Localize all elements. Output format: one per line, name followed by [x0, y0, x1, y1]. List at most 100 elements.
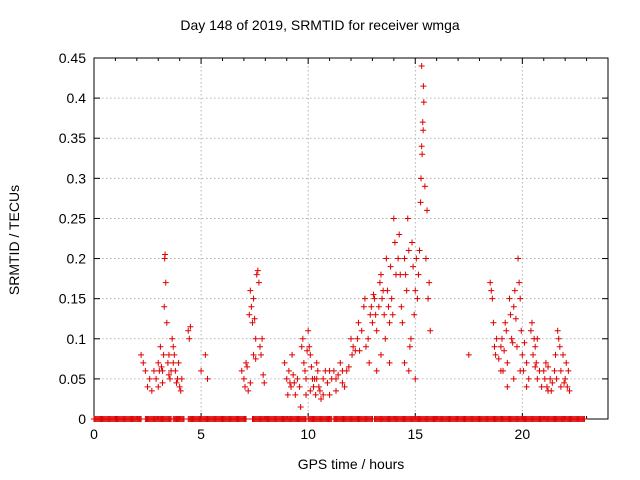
data-point	[170, 359, 177, 366]
data-point	[396, 231, 403, 238]
data-point	[401, 255, 408, 262]
data-point	[375, 303, 382, 310]
data-point	[318, 395, 325, 402]
data-point	[518, 327, 525, 334]
data-point	[407, 335, 414, 342]
data-point	[146, 375, 153, 382]
y-axis: 0 0.05 0.1 0.15 0.2 0.25 0.3 0.35 0.4 0.45	[59, 50, 608, 427]
x-axis-label: GPS time / hours	[297, 456, 405, 472]
data-point	[308, 363, 315, 370]
data-point	[406, 343, 413, 350]
data-point	[417, 199, 424, 206]
data-point	[240, 375, 247, 382]
data-point	[557, 383, 564, 390]
y-tick-label: 0.4	[67, 90, 87, 106]
data-point	[244, 363, 251, 370]
data-point	[497, 367, 504, 374]
data-point	[504, 383, 511, 390]
data-point	[361, 295, 368, 302]
data-point	[383, 255, 390, 262]
data-point	[283, 375, 290, 382]
data-point	[386, 359, 393, 366]
data-point	[427, 327, 434, 334]
data-point	[489, 295, 496, 302]
data-point	[497, 343, 504, 350]
data-point	[247, 379, 254, 386]
data-point	[307, 351, 314, 358]
data-point	[465, 351, 472, 358]
data-point	[345, 363, 352, 370]
data-point	[294, 375, 301, 382]
data-point	[373, 367, 380, 374]
data-point	[254, 267, 261, 274]
data-point	[418, 63, 425, 70]
data-point	[424, 207, 431, 214]
grid-lines	[94, 58, 608, 419]
data-point	[339, 379, 346, 386]
data-point	[172, 367, 179, 374]
data-point	[512, 315, 519, 322]
data-point	[545, 387, 552, 394]
plot-border	[93, 57, 609, 420]
data-point	[413, 255, 420, 262]
x-tick-label: 20	[515, 426, 531, 442]
data-point	[165, 351, 172, 358]
data-point	[388, 295, 395, 302]
data-point	[176, 383, 183, 390]
data-point	[421, 183, 428, 190]
y-tick-label: 0.05	[59, 371, 86, 387]
data-point	[358, 327, 365, 334]
data-point	[372, 311, 379, 318]
data-point	[250, 351, 257, 358]
data-point	[377, 351, 384, 358]
data-point	[167, 375, 174, 382]
data-point	[306, 343, 313, 350]
data-point	[493, 335, 500, 342]
data-point	[532, 343, 539, 350]
data-point	[316, 387, 323, 394]
data-point	[492, 351, 499, 358]
data-point	[251, 315, 258, 322]
data-point	[552, 351, 559, 358]
data-point	[426, 279, 433, 286]
x-tick-label: 5	[197, 426, 205, 442]
data-point	[297, 403, 304, 410]
data-point	[261, 379, 268, 386]
data-point	[144, 383, 151, 390]
data-point	[511, 287, 518, 294]
data-point	[411, 311, 418, 318]
data-point	[247, 287, 254, 294]
data-point	[495, 355, 502, 362]
data-point	[508, 335, 515, 342]
data-point	[298, 343, 305, 350]
data-point	[157, 343, 164, 350]
data-point	[299, 335, 306, 342]
data-point	[155, 383, 162, 390]
data-point	[488, 287, 495, 294]
data-point	[320, 375, 327, 382]
data-point	[260, 371, 267, 378]
data-point	[509, 339, 516, 346]
data-point	[405, 247, 412, 254]
data-point	[395, 255, 402, 262]
data-point	[356, 347, 363, 354]
x-axis: 0 5 10 15 20	[90, 58, 609, 442]
data-point	[285, 367, 292, 374]
zero-point	[581, 416, 588, 422]
data-point	[516, 279, 523, 286]
data-point	[549, 379, 556, 386]
data-point	[368, 303, 375, 310]
data-point	[542, 359, 549, 366]
data-point	[419, 151, 426, 158]
data-point	[533, 359, 540, 366]
data-point	[379, 295, 386, 302]
data-point	[246, 311, 253, 318]
data-point	[253, 271, 260, 278]
data-point	[160, 351, 167, 358]
data-point	[187, 323, 194, 330]
data-point	[333, 387, 340, 394]
data-point	[148, 387, 155, 394]
y-tick-label: 0.3	[67, 170, 87, 186]
data-point	[501, 347, 508, 354]
data-point	[290, 371, 297, 378]
